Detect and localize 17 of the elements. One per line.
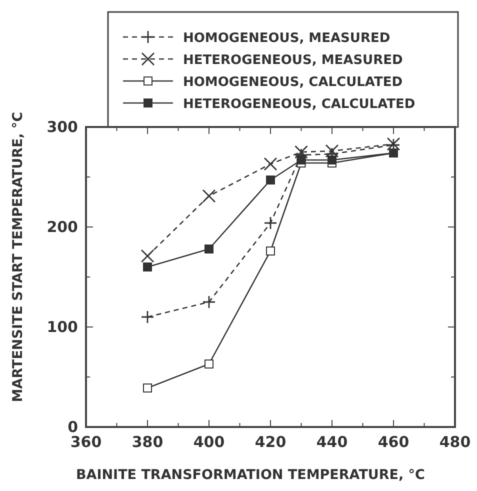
y-tick-label: 300 [46,118,78,136]
legend-label: HETEROGENEOUS, CALCULATED [183,97,416,112]
x-tick-label: 420 [254,433,286,451]
legend-label: HETEROGENEOUS, MEASURED [183,53,404,68]
x-tick-label: 480 [439,433,471,451]
legend-label: HOMOGENEOUS, CALCULATED [183,75,403,90]
x-tick-label: 460 [378,433,410,451]
x-tick-label: 400 [193,433,225,451]
x-tick-label: 380 [132,433,164,451]
y-tick-label: 200 [46,218,78,236]
y-tick-label: 100 [46,318,78,336]
y-tick-label: 0 [68,418,78,436]
x-tick-label: 440 [316,433,348,451]
x-tick-label: 360 [70,433,102,451]
x-axis-title: BAINITE TRANSFORMATION TEMPERATURE, °C [76,467,426,483]
y-axis-title: MARTENSITE START TEMPERATURE, °C [10,112,26,402]
legend-label: HOMOGENEOUS, MEASURED [183,31,390,46]
